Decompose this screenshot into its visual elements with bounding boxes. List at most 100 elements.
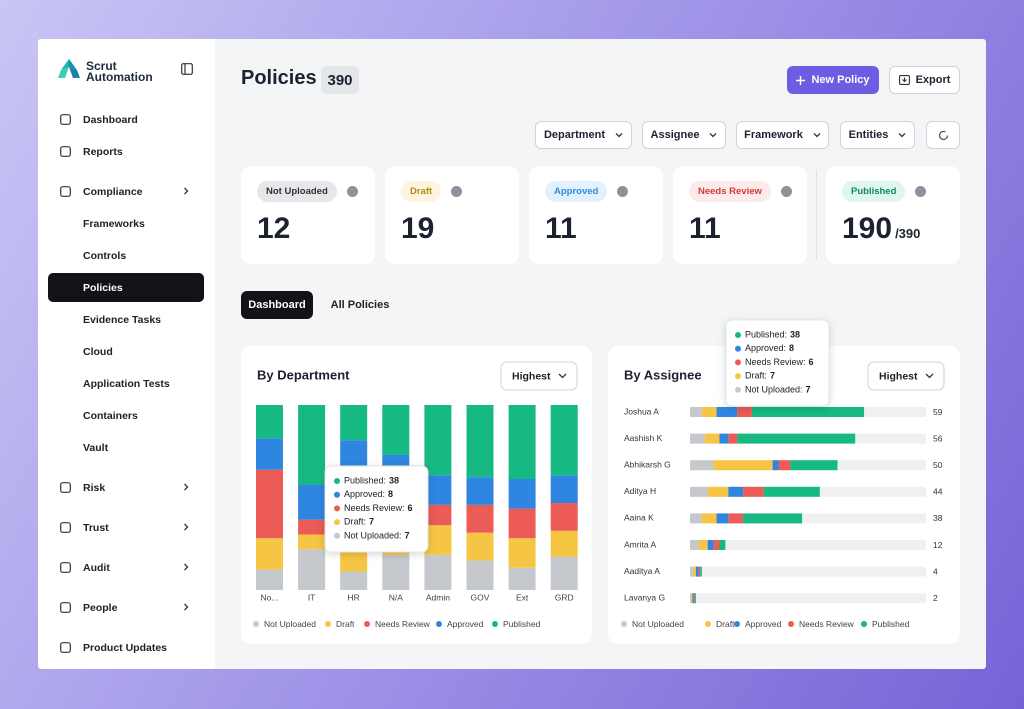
nav-item[interactable]: Audit (48, 553, 204, 582)
y-tick-label: Amrita A (624, 539, 656, 549)
nav-label: People (83, 601, 118, 614)
chart: By Department Highest No... IT HR N/A Admin GOV… (253, 361, 578, 629)
bar-segment (690, 513, 702, 524)
filter-dropdown[interactable]: Department (535, 121, 632, 149)
bar-segment (466, 405, 494, 478)
tooltip-label: Not Uploaded: (344, 531, 402, 541)
bar-segment (256, 538, 283, 570)
bar-segment (719, 540, 726, 550)
x-tick-label: HR (348, 592, 360, 602)
nav-icon (60, 562, 71, 573)
tooltip-swatch (735, 345, 741, 352)
nav-item[interactable]: Risk (48, 473, 204, 502)
button-label: New Policy (811, 74, 870, 86)
x-tick-label: GRD (555, 592, 574, 602)
policy-count: 390 (321, 66, 359, 94)
x-tick-label: Ext (516, 592, 529, 602)
refresh-button[interactable] (926, 121, 960, 149)
filter-dropdown[interactable]: Framework (736, 121, 829, 149)
new-policy-button[interactable]: New Policy (787, 66, 879, 94)
collapse-button[interactable] (181, 63, 193, 75)
nav-icon (60, 482, 71, 493)
bar-segment (424, 554, 452, 590)
bar-segment (691, 593, 693, 604)
nav-item[interactable]: Containers (48, 401, 204, 430)
bar-segment (704, 433, 720, 444)
y-tick-label: Lavanya G (624, 592, 665, 602)
nav-label: Audit (83, 561, 110, 574)
plus-icon (796, 75, 806, 85)
tab[interactable]: All Policies (330, 299, 390, 311)
bar-segment (340, 405, 368, 441)
tooltip-value: 7 (405, 531, 410, 541)
nav-item[interactable]: Dashboard (48, 105, 204, 134)
legend-swatch (325, 621, 331, 627)
total-label: 4 (933, 566, 938, 576)
chevron-icon (184, 187, 189, 195)
tooltip-label: Needs Review: (745, 357, 806, 367)
icon-shape (60, 602, 71, 613)
bar-segment (737, 433, 856, 444)
nav-item[interactable]: Trust (48, 513, 204, 542)
bar-segment (701, 513, 717, 524)
sort-dropdown[interactable]: Highest (500, 361, 578, 391)
nav-item[interactable]: Frameworks (48, 209, 204, 238)
filter-label: Department (543, 129, 606, 141)
nav-item[interactable]: Vault (48, 433, 204, 462)
nav-icon (60, 642, 71, 653)
legend-label: Published (503, 619, 541, 629)
icon-shape (60, 186, 71, 197)
nav-item[interactable]: Cloud (48, 337, 204, 366)
x-tick-label: No... (261, 592, 279, 602)
bar-segment (728, 433, 738, 444)
legend-swatch (705, 621, 711, 627)
info-icon (780, 186, 792, 197)
bar-segment (695, 566, 699, 577)
total-label: 44 (933, 487, 943, 497)
nav-item[interactable]: Compliance (48, 177, 204, 206)
chevron-icon (184, 603, 189, 611)
tooltip-item: Approved: 8 (344, 490, 393, 500)
total-label: 38 (933, 513, 943, 523)
bar-segment (298, 549, 326, 590)
nav-icon (60, 602, 71, 613)
filter-dropdown[interactable]: Entities (840, 121, 915, 149)
nav-item[interactable]: Application Tests (48, 369, 204, 398)
status-badge: Approved (545, 181, 608, 202)
nav-label: Product Updates (83, 641, 168, 654)
nav-item[interactable]: Reports (48, 137, 204, 166)
bar-segment (751, 407, 865, 417)
bar-segment (382, 554, 410, 590)
chart: By Assignee Highest Joshua A 59 Aashish K 56 A… (621, 319, 945, 629)
nav-item[interactable]: Evidence Tasks (48, 305, 204, 334)
nav-label: Cloud (83, 345, 113, 358)
nav-item[interactable]: Product Updates (48, 633, 204, 662)
legend-swatch (621, 621, 627, 627)
stat-header: Approved (545, 181, 629, 202)
stat-card: Published 190/390 (826, 166, 960, 264)
tooltip-swatch (735, 386, 741, 393)
legend-swatch (253, 621, 259, 627)
nav-icon (60, 522, 71, 533)
tooltip-value: 38 (790, 330, 800, 340)
nav-item[interactable]: Controls (48, 241, 204, 270)
bar-segment (424, 525, 452, 555)
nav-item[interactable]: Policies (48, 273, 204, 302)
tab[interactable]: Dashboard (241, 291, 313, 319)
nav-item[interactable]: People (48, 593, 204, 622)
nav-label: Frameworks (83, 217, 145, 230)
nav-label: Application Tests (83, 377, 170, 390)
stat-value: 19 (401, 212, 435, 245)
export-button[interactable]: Export (889, 66, 960, 94)
bar-segment (466, 477, 494, 505)
tooltip-label: Draft: (344, 517, 366, 527)
status-badge: Published (842, 181, 906, 202)
filter-dropdown[interactable]: Assignee (642, 121, 726, 149)
bar-segment (690, 486, 708, 497)
info-icon (346, 186, 358, 197)
legend-swatch (734, 621, 740, 627)
nav-icon (60, 114, 71, 125)
refresh-arc (938, 130, 948, 140)
sort-dropdown[interactable]: Highest (867, 361, 945, 391)
bar-segment (778, 460, 791, 471)
